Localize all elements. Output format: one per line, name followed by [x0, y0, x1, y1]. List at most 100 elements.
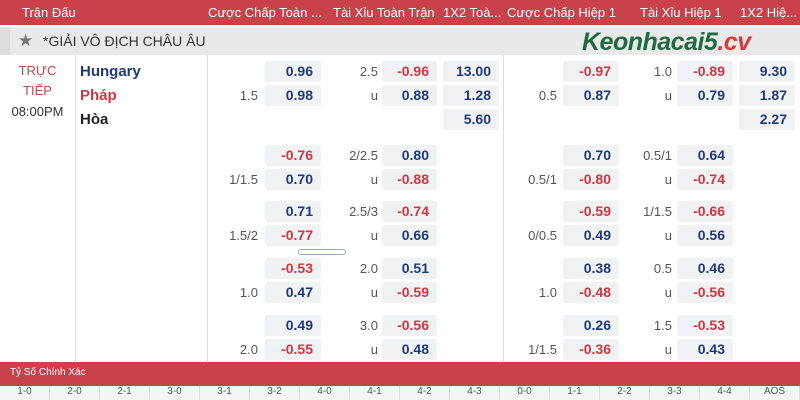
- odds-cell[interactable]: 0.49: [563, 225, 619, 246]
- odds-cell[interactable]: 0.47: [265, 282, 321, 303]
- odds-cell[interactable]: 0.51: [382, 258, 437, 279]
- score-option[interactable]: 0-0: [500, 386, 550, 400]
- score-option[interactable]: 3-0: [150, 386, 200, 400]
- score-option[interactable]: 4-1: [350, 386, 400, 400]
- odds-cell[interactable]: 0.64: [677, 145, 733, 166]
- odds-cell[interactable]: 0.43: [677, 339, 733, 360]
- odds-cell[interactable]: 0.48: [382, 339, 437, 360]
- odds-cell[interactable]: -0.77: [265, 225, 321, 246]
- odds-line: u: [370, 88, 378, 103]
- col-1x2-ft[interactable]: 1X2 Toà...: [443, 5, 501, 20]
- odds-line: u: [664, 285, 672, 300]
- odds-line: 1.0: [653, 64, 672, 79]
- odds-cell[interactable]: 0.88: [382, 85, 437, 106]
- col-total-ft[interactable]: Tài Xỉu Toàn Trận: [333, 5, 435, 20]
- odds-cell[interactable]: -0.48: [563, 282, 619, 303]
- col-handicap-h1[interactable]: Cược Chấp Hiệp 1: [507, 5, 616, 20]
- odds-cell[interactable]: 0.96: [265, 61, 321, 82]
- odds-cell[interactable]: 0.38: [563, 258, 619, 279]
- odds-line: u: [664, 172, 672, 187]
- odds-cell[interactable]: 0.70: [563, 145, 619, 166]
- odds-cell[interactable]: 2.27: [739, 109, 795, 130]
- odds-cell[interactable]: -0.89: [677, 61, 733, 82]
- odds-cell[interactable]: -0.96: [382, 61, 437, 82]
- odds-cell[interactable]: 5.60: [443, 109, 499, 130]
- odds-line: 0.5/1: [643, 148, 672, 163]
- home-team[interactable]: Hungary: [80, 63, 141, 80]
- divider: [207, 55, 208, 362]
- odds-cell[interactable]: -0.66: [677, 201, 733, 222]
- odds-cell[interactable]: -0.55: [265, 339, 321, 360]
- odds-cell[interactable]: 0.98: [265, 85, 321, 106]
- odds-line: u: [664, 228, 672, 243]
- score-option[interactable]: 4-0: [300, 386, 350, 400]
- score-option[interactable]: 4-2: [400, 386, 450, 400]
- star-icon[interactable]: ★: [18, 31, 34, 50]
- divider: [503, 55, 504, 362]
- divider: [75, 55, 76, 362]
- col-handicap-ft[interactable]: Cược Chấp Toàn ...: [208, 5, 322, 20]
- scrollbar[interactable]: [298, 249, 346, 255]
- odds-cell[interactable]: 1.28: [443, 85, 499, 106]
- odds-line: 0.5/1: [528, 172, 557, 187]
- odds-cell[interactable]: 0.49: [265, 315, 321, 336]
- odds-line: 1/1.5: [528, 342, 557, 357]
- odds-cell[interactable]: -0.74: [382, 201, 437, 222]
- league-name: *GIẢI VÔ ĐỊCH CHÂU ÂU: [43, 33, 206, 49]
- score-option[interactable]: 3-3: [650, 386, 700, 400]
- odds-cell[interactable]: -0.74: [677, 169, 733, 190]
- correct-score-bar[interactable]: Tỷ Số Chính Xác: [0, 362, 800, 386]
- score-option[interactable]: 3-2: [250, 386, 300, 400]
- score-option[interactable]: 3-1: [200, 386, 250, 400]
- odds-cell[interactable]: 0.66: [382, 225, 437, 246]
- odds-line: 1.5: [653, 318, 672, 333]
- odds-cell[interactable]: 9.30: [739, 61, 795, 82]
- col-match[interactable]: Trận Đấu: [22, 5, 76, 20]
- odds-line: u: [370, 228, 378, 243]
- odds-cell[interactable]: 0.46: [677, 258, 733, 279]
- score-option[interactable]: 2-0: [50, 386, 100, 400]
- score-option[interactable]: 4-4: [700, 386, 750, 400]
- odds-cell[interactable]: -0.97: [563, 61, 619, 82]
- odds-cell[interactable]: -0.36: [563, 339, 619, 360]
- odds-cell[interactable]: -0.80: [563, 169, 619, 190]
- odds-line: u: [664, 342, 672, 357]
- away-team[interactable]: Pháp: [80, 87, 117, 104]
- odds-line: 0/0.5: [528, 228, 557, 243]
- odds-cell[interactable]: -0.56: [382, 315, 437, 336]
- col-1x2-h1[interactable]: 1X2 Hiệ...: [740, 5, 798, 20]
- odds-line: 1/1.5: [229, 172, 258, 187]
- odds-cell[interactable]: -0.76: [265, 145, 321, 166]
- odds-cell[interactable]: 0.71: [265, 201, 321, 222]
- score-option[interactable]: 1-1: [550, 386, 600, 400]
- odds-cell[interactable]: 0.56: [677, 225, 733, 246]
- score-option[interactable]: 2-1: [100, 386, 150, 400]
- score-option[interactable]: 4-3: [450, 386, 500, 400]
- col-total-h1[interactable]: Tài Xỉu Hiệp 1: [640, 5, 722, 20]
- logo: Keonhacai5.cv: [582, 28, 751, 56]
- odds-line: 0.5: [653, 261, 672, 276]
- odds-cell[interactable]: 13.00: [443, 61, 499, 82]
- league-row[interactable]: ★ *GIẢI VÔ ĐỊCH CHÂU ÂU Keonhacai5.cv: [0, 27, 800, 56]
- odds-cell[interactable]: 1.87: [739, 85, 795, 106]
- odds-cell[interactable]: -0.53: [677, 315, 733, 336]
- odds-line: 1.5: [239, 88, 258, 103]
- odds-cell[interactable]: 0.79: [677, 85, 733, 106]
- odds-cell[interactable]: 0.80: [382, 145, 437, 166]
- score-option[interactable]: AOS: [750, 386, 800, 400]
- odds-cell[interactable]: -0.53: [265, 258, 321, 279]
- odds-cell[interactable]: 0.70: [265, 169, 321, 190]
- odds-cell[interactable]: -0.88: [382, 169, 437, 190]
- odds-line: u: [370, 172, 378, 187]
- odds-cell[interactable]: -0.59: [382, 282, 437, 303]
- odds-line: 2.0: [359, 261, 378, 276]
- odds-line: 2.5: [359, 64, 378, 79]
- odds-cell[interactable]: 0.26: [563, 315, 619, 336]
- draw-label: Hòa: [80, 111, 109, 128]
- score-option[interactable]: 2-2: [600, 386, 650, 400]
- odds-line: 1.5/2: [229, 228, 258, 243]
- odds-cell[interactable]: -0.59: [563, 201, 619, 222]
- odds-cell[interactable]: 0.87: [563, 85, 619, 106]
- odds-cell[interactable]: -0.56: [677, 282, 733, 303]
- score-option[interactable]: 1-0: [0, 386, 50, 400]
